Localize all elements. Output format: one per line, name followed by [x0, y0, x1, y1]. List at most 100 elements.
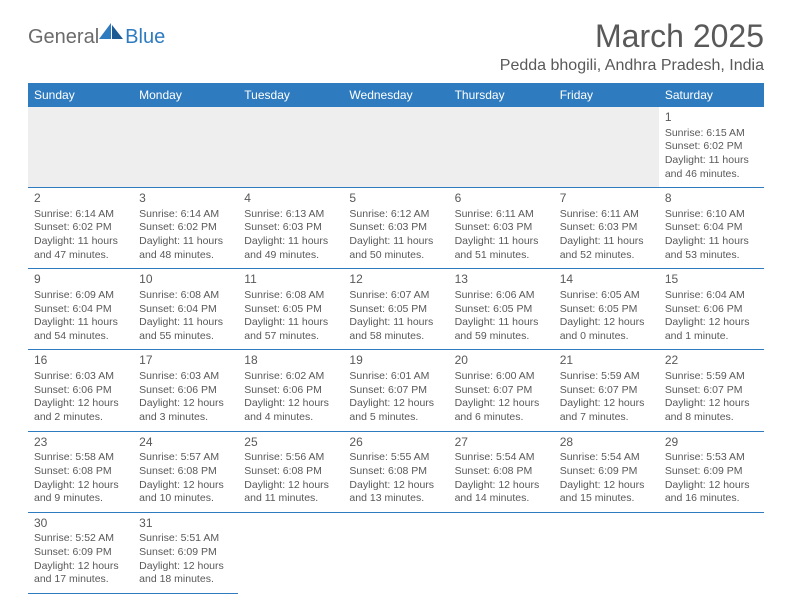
day-number: 29 — [665, 435, 758, 451]
calendar-table: Sunday Monday Tuesday Wednesday Thursday… — [28, 83, 764, 594]
sunrise-text: Sunrise: 6:09 AM — [34, 289, 127, 303]
calendar-cell — [659, 512, 764, 593]
day-number: 25 — [244, 435, 337, 451]
day-number: 12 — [349, 272, 442, 288]
day-number: 17 — [139, 353, 232, 369]
calendar-row: 16Sunrise: 6:03 AMSunset: 6:06 PMDayligh… — [28, 350, 764, 431]
daylight-text: Daylight: 12 hours and 15 minutes. — [560, 479, 653, 506]
calendar-cell: 29Sunrise: 5:53 AMSunset: 6:09 PMDayligh… — [659, 431, 764, 512]
daylight-text: Daylight: 12 hours and 14 minutes. — [455, 479, 548, 506]
day-number: 6 — [455, 191, 548, 207]
calendar-cell: 15Sunrise: 6:04 AMSunset: 6:06 PMDayligh… — [659, 269, 764, 350]
weekday-header: Friday — [554, 83, 659, 107]
calendar-cell — [449, 107, 554, 188]
page-subtitle: Pedda bhogili, Andhra Pradesh, India — [500, 57, 764, 75]
sunset-text: Sunset: 6:02 PM — [665, 140, 758, 154]
sunrise-text: Sunrise: 6:08 AM — [244, 289, 337, 303]
sunset-text: Sunset: 6:05 PM — [455, 303, 548, 317]
calendar-row: 30Sunrise: 5:52 AMSunset: 6:09 PMDayligh… — [28, 512, 764, 593]
weekday-header: Saturday — [659, 83, 764, 107]
sunset-text: Sunset: 6:03 PM — [560, 221, 653, 235]
sunset-text: Sunset: 6:08 PM — [349, 465, 442, 479]
sunrise-text: Sunrise: 5:52 AM — [34, 532, 127, 546]
calendar-cell: 31Sunrise: 5:51 AMSunset: 6:09 PMDayligh… — [133, 512, 238, 593]
sunset-text: Sunset: 6:05 PM — [349, 303, 442, 317]
day-number: 2 — [34, 191, 127, 207]
sunrise-text: Sunrise: 6:10 AM — [665, 208, 758, 222]
calendar-cell: 1Sunrise: 6:15 AMSunset: 6:02 PMDaylight… — [659, 107, 764, 188]
daylight-text: Daylight: 11 hours and 48 minutes. — [139, 235, 232, 262]
daylight-text: Daylight: 11 hours and 47 minutes. — [34, 235, 127, 262]
weekday-header: Tuesday — [238, 83, 343, 107]
calendar-cell — [133, 107, 238, 188]
logo-text-blue: Blue — [125, 26, 165, 49]
daylight-text: Daylight: 12 hours and 17 minutes. — [34, 560, 127, 587]
day-number: 15 — [665, 272, 758, 288]
calendar-cell: 24Sunrise: 5:57 AMSunset: 6:08 PMDayligh… — [133, 431, 238, 512]
daylight-text: Daylight: 11 hours and 58 minutes. — [349, 316, 442, 343]
calendar-cell: 23Sunrise: 5:58 AMSunset: 6:08 PMDayligh… — [28, 431, 133, 512]
daylight-text: Daylight: 12 hours and 8 minutes. — [665, 397, 758, 424]
logo-text-general: General — [28, 26, 99, 49]
calendar-cell: 7Sunrise: 6:11 AMSunset: 6:03 PMDaylight… — [554, 188, 659, 269]
calendar-row: 2Sunrise: 6:14 AMSunset: 6:02 PMDaylight… — [28, 188, 764, 269]
sunset-text: Sunset: 6:08 PM — [34, 465, 127, 479]
sunrise-text: Sunrise: 6:12 AM — [349, 208, 442, 222]
sunrise-text: Sunrise: 6:08 AM — [139, 289, 232, 303]
daylight-text: Daylight: 11 hours and 46 minutes. — [665, 154, 758, 181]
sunrise-text: Sunrise: 6:02 AM — [244, 370, 337, 384]
calendar-cell — [554, 512, 659, 593]
sunset-text: Sunset: 6:07 PM — [665, 384, 758, 398]
logo: General Blue — [28, 26, 165, 49]
sunset-text: Sunset: 6:07 PM — [455, 384, 548, 398]
sunrise-text: Sunrise: 6:01 AM — [349, 370, 442, 384]
sunset-text: Sunset: 6:04 PM — [34, 303, 127, 317]
calendar-cell: 17Sunrise: 6:03 AMSunset: 6:06 PMDayligh… — [133, 350, 238, 431]
sunset-text: Sunset: 6:03 PM — [455, 221, 548, 235]
sunrise-text: Sunrise: 6:11 AM — [455, 208, 548, 222]
daylight-text: Daylight: 12 hours and 2 minutes. — [34, 397, 127, 424]
day-number: 24 — [139, 435, 232, 451]
day-number: 19 — [349, 353, 442, 369]
daylight-text: Daylight: 11 hours and 55 minutes. — [139, 316, 232, 343]
calendar-row: 9Sunrise: 6:09 AMSunset: 6:04 PMDaylight… — [28, 269, 764, 350]
calendar-cell: 14Sunrise: 6:05 AMSunset: 6:05 PMDayligh… — [554, 269, 659, 350]
sunset-text: Sunset: 6:08 PM — [455, 465, 548, 479]
sunset-text: Sunset: 6:09 PM — [139, 546, 232, 560]
sunrise-text: Sunrise: 6:13 AM — [244, 208, 337, 222]
calendar-cell: 5Sunrise: 6:12 AMSunset: 6:03 PMDaylight… — [343, 188, 448, 269]
sunset-text: Sunset: 6:03 PM — [349, 221, 442, 235]
sunrise-text: Sunrise: 6:00 AM — [455, 370, 548, 384]
header: General Blue March 2025 Pedda bhogili, A… — [28, 18, 764, 75]
day-number: 9 — [34, 272, 127, 288]
daylight-text: Daylight: 12 hours and 5 minutes. — [349, 397, 442, 424]
sunrise-text: Sunrise: 6:15 AM — [665, 127, 758, 141]
calendar-cell: 16Sunrise: 6:03 AMSunset: 6:06 PMDayligh… — [28, 350, 133, 431]
day-number: 1 — [665, 110, 758, 126]
sunset-text: Sunset: 6:09 PM — [560, 465, 653, 479]
sunrise-text: Sunrise: 6:03 AM — [139, 370, 232, 384]
daylight-text: Daylight: 11 hours and 51 minutes. — [455, 235, 548, 262]
sunrise-text: Sunrise: 5:54 AM — [560, 451, 653, 465]
sunrise-text: Sunrise: 6:06 AM — [455, 289, 548, 303]
day-number: 4 — [244, 191, 337, 207]
calendar-cell: 20Sunrise: 6:00 AMSunset: 6:07 PMDayligh… — [449, 350, 554, 431]
calendar-cell: 22Sunrise: 5:59 AMSunset: 6:07 PMDayligh… — [659, 350, 764, 431]
calendar-cell — [28, 107, 133, 188]
day-number: 20 — [455, 353, 548, 369]
sunset-text: Sunset: 6:02 PM — [139, 221, 232, 235]
calendar-cell: 3Sunrise: 6:14 AMSunset: 6:02 PMDaylight… — [133, 188, 238, 269]
sunset-text: Sunset: 6:08 PM — [139, 465, 232, 479]
logo-sail-icon — [97, 21, 125, 41]
sunset-text: Sunset: 6:08 PM — [244, 465, 337, 479]
calendar-cell: 27Sunrise: 5:54 AMSunset: 6:08 PMDayligh… — [449, 431, 554, 512]
day-number: 18 — [244, 353, 337, 369]
sunset-text: Sunset: 6:09 PM — [665, 465, 758, 479]
daylight-text: Daylight: 12 hours and 18 minutes. — [139, 560, 232, 587]
page-title: March 2025 — [500, 18, 764, 55]
sunrise-text: Sunrise: 5:54 AM — [455, 451, 548, 465]
calendar-cell — [343, 107, 448, 188]
daylight-text: Daylight: 12 hours and 10 minutes. — [139, 479, 232, 506]
day-number: 8 — [665, 191, 758, 207]
daylight-text: Daylight: 11 hours and 54 minutes. — [34, 316, 127, 343]
